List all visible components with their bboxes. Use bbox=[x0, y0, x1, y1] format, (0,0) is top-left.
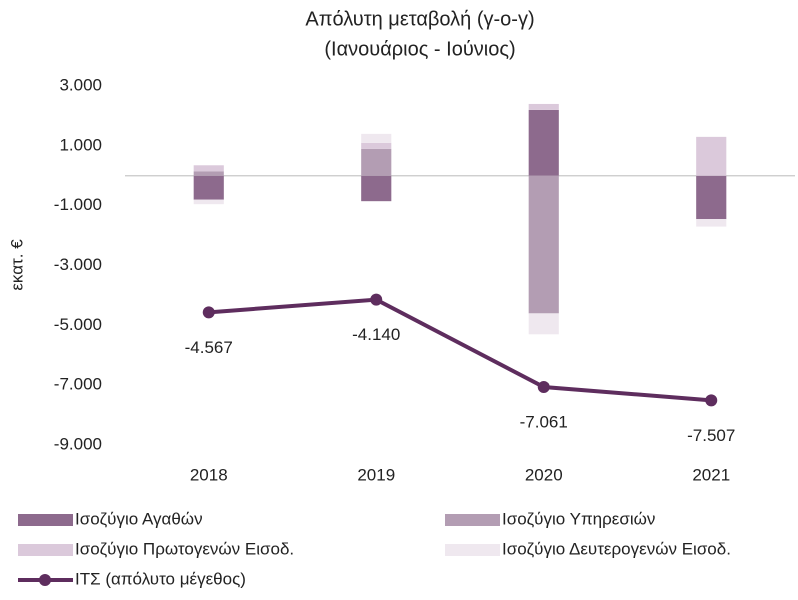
bar bbox=[696, 175, 727, 220]
data-label: -7.061 bbox=[520, 412, 568, 431]
bar bbox=[361, 175, 392, 202]
bar bbox=[528, 313, 559, 335]
x-tick-label: 2021 bbox=[692, 465, 730, 484]
y-tick-label: -3.000 bbox=[54, 255, 102, 274]
legend-label: Ισοζύγιο Υπηρεσιών bbox=[502, 509, 655, 528]
data-label: -4.140 bbox=[352, 325, 400, 344]
line-point bbox=[705, 394, 718, 407]
data-label: -4.567 bbox=[185, 338, 233, 357]
bar bbox=[528, 103, 559, 110]
legend-swatch bbox=[445, 514, 500, 526]
y-axis-label: εκατ. € bbox=[7, 239, 26, 291]
line-point bbox=[202, 306, 215, 319]
legend-swatch bbox=[39, 574, 51, 586]
bar bbox=[361, 148, 392, 176]
legend-label: Ισοζύγιο Δευτερογενών Εισοδ. bbox=[502, 539, 731, 558]
x-tick-label: 2020 bbox=[525, 465, 563, 484]
legend-label: Ισοζύγιο Πρωτογενών Εισοδ. bbox=[75, 539, 294, 558]
bar bbox=[361, 142, 392, 149]
line-point bbox=[370, 293, 383, 306]
bar bbox=[193, 165, 224, 172]
bar bbox=[193, 171, 224, 176]
legend-swatch bbox=[18, 514, 73, 526]
bar bbox=[361, 133, 392, 143]
bar bbox=[696, 136, 727, 176]
y-tick-label: -1.000 bbox=[54, 195, 102, 214]
legend-label: ΙΤΣ (απόλυτο μέγεθος) bbox=[75, 569, 246, 588]
x-tick-label: 2019 bbox=[357, 465, 395, 484]
y-tick-label: 3.000 bbox=[59, 75, 102, 94]
y-tick-label: -7.000 bbox=[54, 375, 102, 394]
y-tick-label: 1.000 bbox=[59, 135, 102, 154]
bar bbox=[528, 109, 559, 176]
y-tick-label: -9.000 bbox=[54, 434, 102, 453]
legend-swatch bbox=[445, 544, 500, 556]
bar bbox=[193, 175, 224, 200]
data-label: -7.507 bbox=[687, 426, 735, 445]
y-tick-label: -5.000 bbox=[54, 315, 102, 334]
bar bbox=[528, 175, 559, 314]
chart-subtitle: (Ιανουάριος - Ιούνιος) bbox=[324, 38, 515, 60]
line bbox=[208, 297, 712, 403]
bar bbox=[696, 219, 727, 227]
legend-label: Ισοζύγιο Αγαθών bbox=[75, 509, 203, 528]
chart-title: Απόλυτη μεταβολή (γ-ο-γ) bbox=[305, 8, 534, 30]
legend-swatch bbox=[18, 544, 73, 556]
bar bbox=[193, 199, 224, 205]
x-tick-label: 2018 bbox=[190, 465, 228, 484]
line-point bbox=[537, 380, 550, 393]
